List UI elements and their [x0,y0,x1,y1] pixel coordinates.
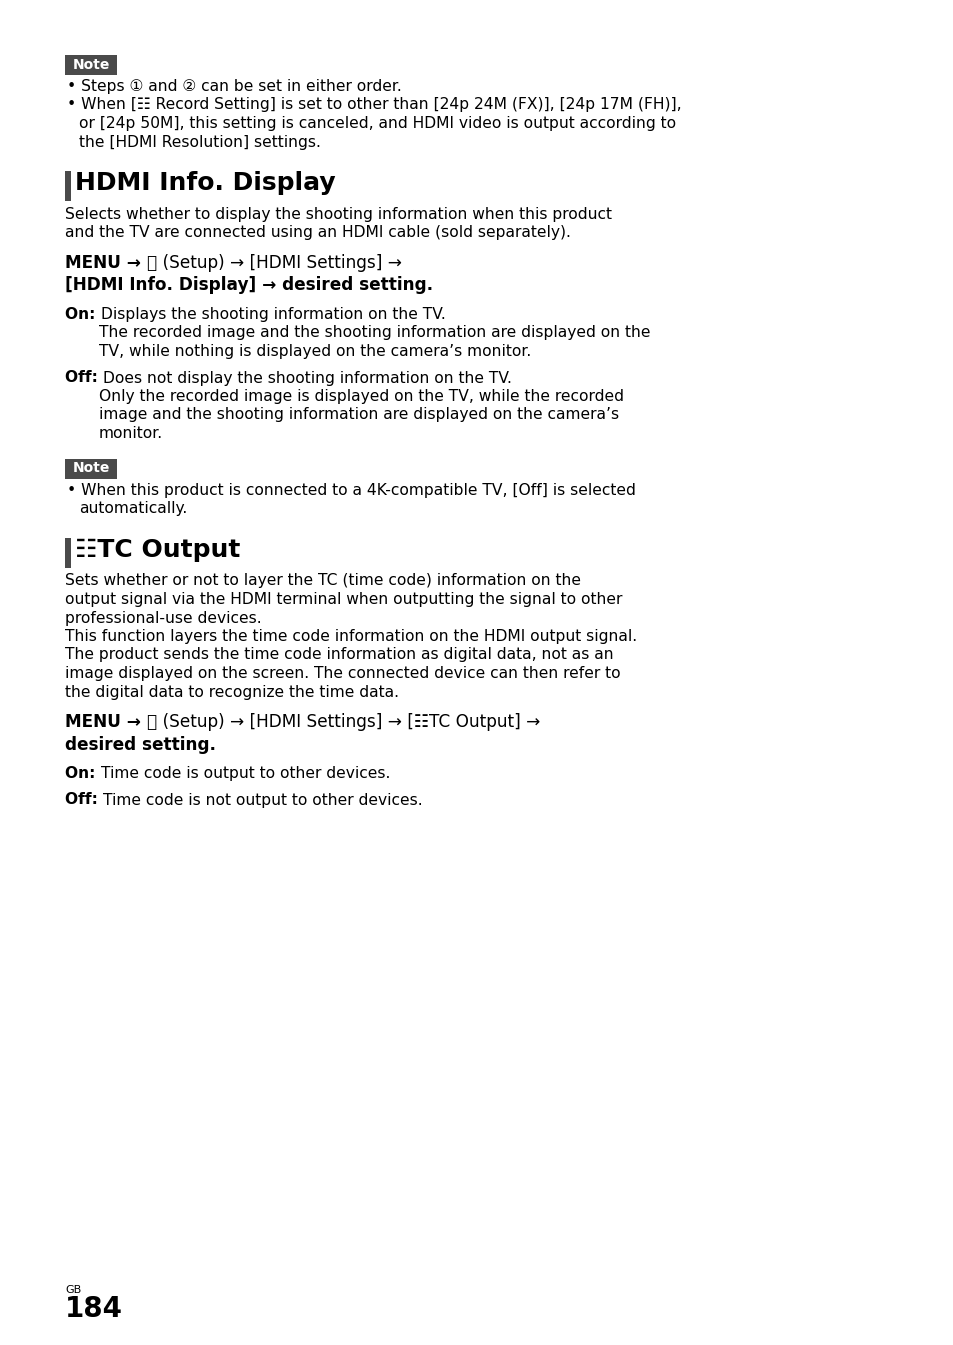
Text: The recorded image and the shooting information are displayed on the: The recorded image and the shooting info… [99,325,650,340]
Text: Only the recorded image is displayed on the TV, while the recorded: Only the recorded image is displayed on … [99,389,623,404]
Text: 💼 (Setup) → [HDMI Settings] → [☷TC Output] →: 💼 (Setup) → [HDMI Settings] → [☷TC Outpu… [147,713,539,730]
Text: the [HDMI Resolution] settings.: the [HDMI Resolution] settings. [79,134,320,149]
Text: Time code is not output to other devices.: Time code is not output to other devices… [103,792,422,807]
Text: desired setting.: desired setting. [65,736,215,753]
Text: [HDMI Info. Display] → desired setting.: [HDMI Info. Display] → desired setting. [65,277,433,295]
Text: 184: 184 [65,1295,123,1323]
Text: and the TV are connected using an HDMI cable (sold separately).: and the TV are connected using an HDMI c… [65,226,570,241]
Text: image and the shooting information are displayed on the camera’s: image and the shooting information are d… [99,408,618,422]
FancyBboxPatch shape [65,538,71,568]
Text: professional-use devices.: professional-use devices. [65,611,261,625]
Text: Note: Note [72,58,110,73]
Text: Note: Note [72,461,110,476]
Text: On:: On: [65,767,101,781]
Text: Selects whether to display the shooting information when this product: Selects whether to display the shooting … [65,207,612,222]
Text: Time code is output to other devices.: Time code is output to other devices. [101,767,390,781]
Text: This function layers the time code information on the HDMI output signal.: This function layers the time code infor… [65,629,637,644]
Text: the digital data to recognize the time data.: the digital data to recognize the time d… [65,685,398,699]
Text: TV, while nothing is displayed on the camera’s monitor.: TV, while nothing is displayed on the ca… [99,344,531,359]
Text: automatically.: automatically. [79,500,187,516]
Text: monitor.: monitor. [99,426,163,441]
Text: • When [☷ Record Setting] is set to other than [24p 24M (FX)], [24p 17M (FH)],: • When [☷ Record Setting] is set to othe… [67,97,680,113]
Text: 💼 (Setup) → [HDMI Settings] →: 💼 (Setup) → [HDMI Settings] → [147,254,401,272]
Text: On:: On: [65,307,101,321]
Text: • When this product is connected to a 4K-compatible TV, [Off] is selected: • When this product is connected to a 4K… [67,483,636,498]
Text: or [24p 50M], this setting is canceled, and HDMI video is output according to: or [24p 50M], this setting is canceled, … [79,116,676,130]
FancyBboxPatch shape [65,55,117,75]
Text: MENU →: MENU → [65,254,147,272]
FancyBboxPatch shape [65,459,117,479]
Text: Does not display the shooting information on the TV.: Does not display the shooting informatio… [103,370,512,386]
Text: Off:: Off: [65,792,103,807]
FancyBboxPatch shape [65,171,71,200]
Text: Sets whether or not to layer the TC (time code) information on the: Sets whether or not to layer the TC (tim… [65,573,580,589]
Text: output signal via the HDMI terminal when outputting the signal to other: output signal via the HDMI terminal when… [65,592,621,607]
Text: image displayed on the screen. The connected device can then refer to: image displayed on the screen. The conne… [65,666,620,681]
Text: The product sends the time code information as digital data, not as an: The product sends the time code informat… [65,647,613,663]
Text: MENU →: MENU → [65,713,147,730]
Text: ☷TC Output: ☷TC Output [75,538,240,561]
Text: Off:: Off: [65,370,103,386]
Text: Displays the shooting information on the TV.: Displays the shooting information on the… [101,307,445,321]
Text: HDMI Info. Display: HDMI Info. Display [75,171,335,195]
Text: • Steps ① and ② can be set in either order.: • Steps ① and ② can be set in either ord… [67,79,401,94]
Text: GB: GB [65,1284,81,1295]
